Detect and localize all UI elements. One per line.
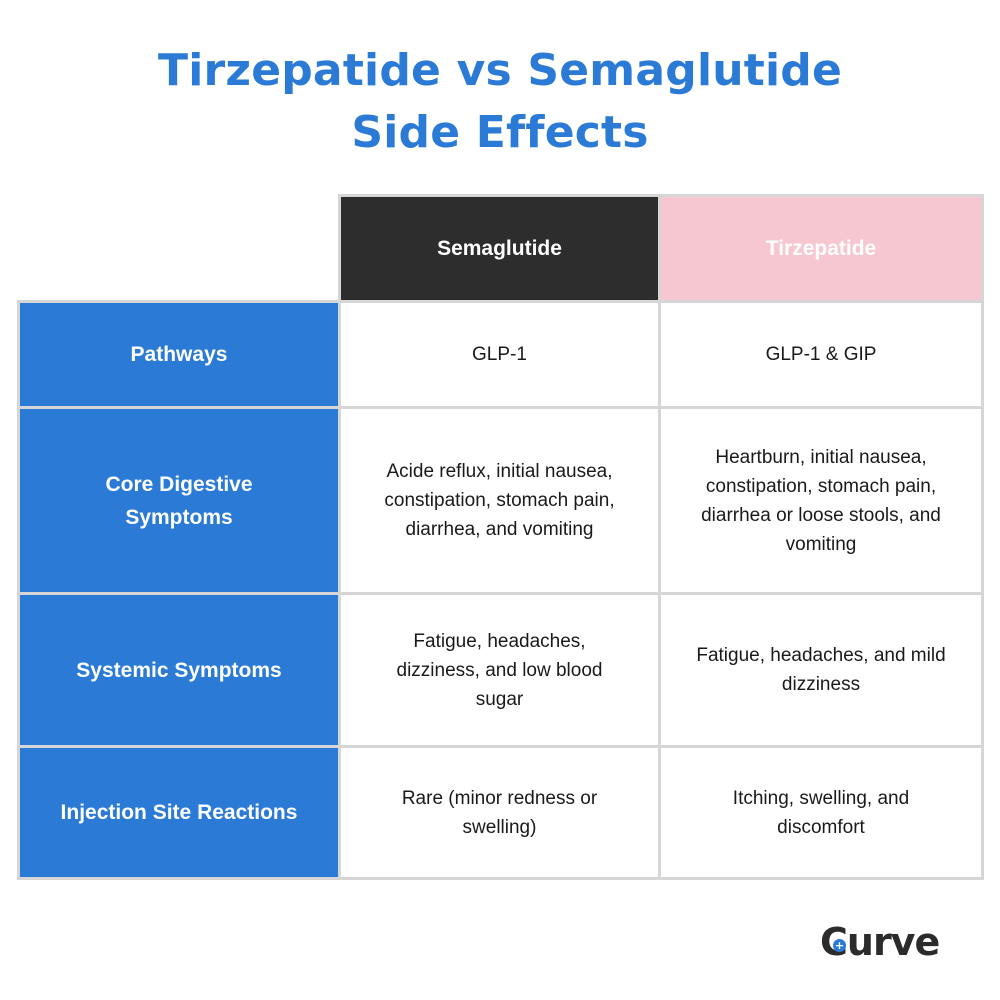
table-border [338, 300, 341, 880]
row-header-injection-site: Injection Site Reactions [20, 748, 338, 877]
table-cell: GLP-1 [341, 303, 658, 406]
table-cell: Fatigue, headaches, dizziness, and low b… [341, 595, 658, 745]
row-header-core-digestive: Core Digestive Symptoms [20, 409, 338, 592]
logo-rest: urve [846, 920, 940, 964]
table-border [17, 300, 20, 880]
table-border [17, 300, 984, 303]
cell-text: GLP-1 [472, 344, 527, 365]
row-header-pathways: Pathways [20, 303, 338, 406]
cell-text: Acide reflux, initial nausea, constipati… [384, 461, 615, 540]
cell-text: Fatigue, headaches, and mild dizziness [696, 645, 946, 695]
cell-text: Itching, swelling, and discomfort [732, 787, 910, 838]
row-header-systemic: Systemic Symptoms [20, 595, 338, 745]
column-header-label: Tirzepatide [765, 237, 877, 260]
page-title: Tirzepatide vs Semaglutide Side Effects [0, 40, 1000, 164]
logo-c: C + [820, 920, 848, 964]
table-border [17, 592, 984, 595]
column-header-label: Semaglutide [437, 237, 562, 260]
column-header-tirzepatide: Tirzepatide [661, 197, 981, 300]
table-border [658, 194, 661, 880]
cell-text: GLP-1 & GIP [765, 344, 877, 365]
row-header-label: Injection Site Reactions [60, 801, 298, 824]
row-header-label: Systemic Symptoms [76, 658, 282, 682]
table-cell: Heartburn, initial nausea, constipation,… [661, 409, 981, 592]
table-cell: GLP-1 & GIP [661, 303, 981, 406]
table-cell: Itching, swelling, and discomfort [661, 748, 981, 877]
cell-text: Fatigue, headaches, dizziness, and low b… [396, 630, 603, 710]
row-header-label: Pathways [130, 343, 228, 366]
cell-text: Heartburn, initial nausea, constipation,… [701, 446, 941, 555]
column-header-semaglutide: Semaglutide [341, 197, 658, 300]
title-line-1: Tirzepatide vs Semaglutide [157, 45, 843, 96]
row-header-label: Core Digestive Symptoms [105, 472, 253, 529]
table-border [17, 406, 984, 409]
table-border [338, 194, 984, 197]
table-border [338, 194, 341, 302]
cell-text: Rare (minor redness or swelling) [401, 787, 598, 838]
plus-icon: + [833, 939, 846, 952]
curve-logo: C + urve [820, 918, 940, 966]
table-cell: Acide reflux, initial nausea, constipati… [341, 409, 658, 592]
table-border [17, 745, 984, 748]
table-border [981, 194, 984, 880]
table-border [17, 877, 984, 880]
table-cell: Rare (minor redness or swelling) [341, 748, 658, 877]
title-line-2: Side Effects [351, 107, 649, 158]
table-cell: Fatigue, headaches, and mild dizziness [661, 595, 981, 745]
